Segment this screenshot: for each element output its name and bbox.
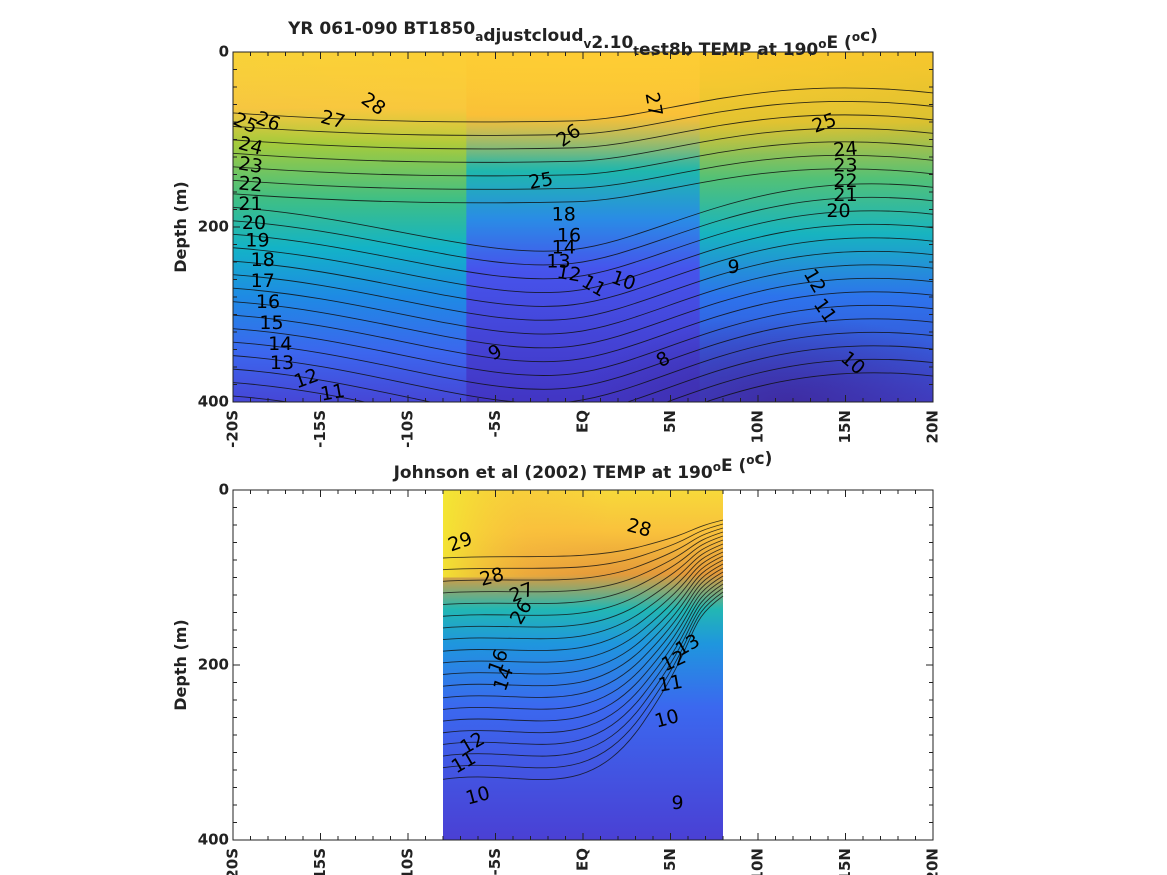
x-tick-label: -10S (399, 848, 417, 875)
x-tick-label: EQ (574, 410, 592, 433)
contour-label: 20 (826, 200, 850, 222)
contour-label: 15 (259, 312, 283, 334)
x-tick-label: 20N (924, 848, 942, 875)
contour-label: 13 (270, 352, 294, 374)
contour-label: 22 (833, 170, 857, 192)
y-tick-label: 200 (198, 218, 229, 236)
y-tick-label: 400 (198, 831, 229, 849)
contour-label: 12 (555, 261, 583, 287)
temperature-field (233, 52, 933, 402)
contour-label: 21 (238, 193, 262, 215)
contour-label: 23 (237, 152, 265, 178)
x-tick-label: -5S (486, 410, 504, 437)
x-tick-label: -15S (311, 410, 329, 448)
x-tick-label: -20S (224, 410, 242, 448)
x-tick-label: 5N (661, 848, 679, 871)
x-tick-label: 5N (661, 410, 679, 433)
temperature-field (442, 490, 724, 840)
contour-label: 11 (657, 671, 685, 697)
x-tick-label: 15N (836, 848, 854, 875)
x-tick-label: -10S (399, 410, 417, 448)
y-tick-label: 400 (198, 393, 229, 411)
contour-label: 25 (527, 168, 555, 194)
contour-label: 27 (641, 91, 667, 119)
contour-label: 13 (546, 251, 570, 273)
y-tick-label: 200 (198, 656, 229, 674)
x-tick-label: -20S (224, 848, 242, 875)
contour-label: 18 (251, 249, 275, 271)
contour-label: 17 (251, 270, 275, 292)
chart-title: Johnson et al (2002) TEMP at 190oE (oc) (393, 449, 773, 483)
x-tick-label: 10N (749, 410, 767, 443)
contour-label: 16 (256, 291, 280, 313)
contour-label: 14 (268, 333, 292, 355)
contour-label: 23 (833, 154, 857, 176)
contour-label: 22 (238, 172, 264, 196)
contour-label: 14 (552, 237, 576, 259)
x-tick-label: 15N (836, 410, 854, 443)
contour-label: 9 (671, 792, 683, 814)
y-tick-label: 0 (219, 43, 229, 61)
y-tick-label: 0 (219, 481, 229, 499)
x-tick-label: 10N (749, 848, 767, 875)
x-tick-label: 20N (924, 410, 942, 443)
contour-label: 20 (242, 212, 266, 234)
contour-label: 21 (833, 184, 857, 206)
contour-label: 18 (552, 203, 576, 225)
contour-label: 11 (319, 380, 347, 406)
y-axis-label: Depth (m) (171, 181, 190, 273)
x-tick-label: -5S (486, 848, 504, 875)
contour-label: 24 (832, 137, 858, 161)
x-tick-label: -15S (311, 848, 329, 875)
contour-label: 9 (727, 256, 739, 278)
x-tick-label: EQ (574, 848, 592, 871)
y-axis-label: Depth (m) (171, 619, 190, 711)
contour-label: 16 (557, 224, 581, 246)
chart-title: YR 061-090 BT1850adjustcloudv2.10test8b … (287, 19, 878, 60)
contour-label: 19 (245, 230, 269, 252)
